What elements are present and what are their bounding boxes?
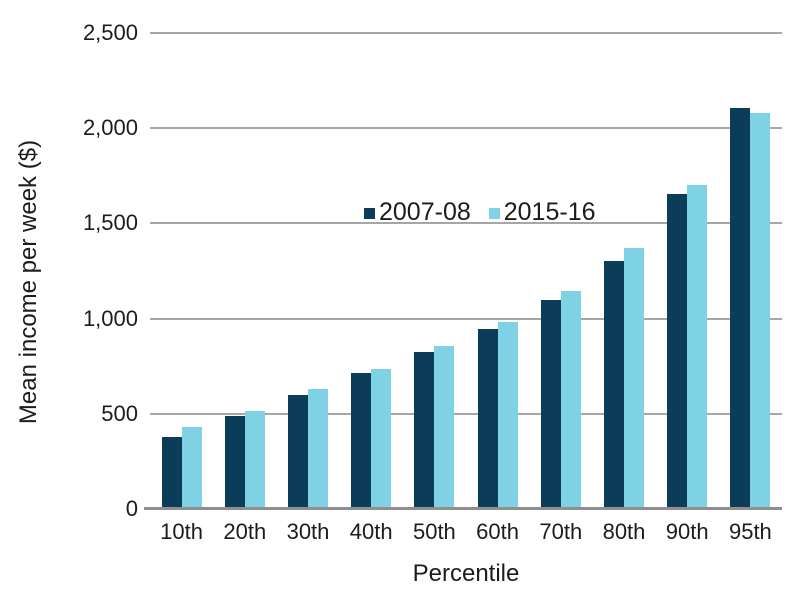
x-tick-label: 40th	[349, 519, 393, 544]
legend-item-2007-08: 2007-08	[364, 198, 471, 227]
gridline	[150, 412, 782, 415]
bar-2007-08-70th	[540, 299, 561, 509]
x-tick-label: 20th	[223, 519, 267, 544]
bar-group-30th	[288, 389, 328, 509]
legend-item-2015-16: 2015-16	[488, 198, 596, 227]
bar-group-40th	[351, 369, 392, 509]
x-tick-label: 50th	[412, 519, 456, 544]
gridline	[150, 317, 782, 320]
x-tick-label: 95th	[728, 519, 772, 544]
plot-area: 2007-08 2015-16	[144, 32, 782, 510]
y-tick-label: 2,000	[82, 115, 138, 141]
y-tick-label: 1,000	[82, 305, 138, 331]
bar-2015-16-20th	[244, 410, 265, 509]
bar-group-60th	[477, 322, 518, 509]
x-tick-label: 90th	[665, 519, 709, 544]
x-axis-title: Percentile	[412, 560, 520, 587]
bar-2015-16-10th	[181, 427, 202, 509]
bar-group-10th	[161, 427, 202, 509]
x-tick-label: 60th	[476, 519, 519, 544]
bar-2015-16-60th	[497, 322, 518, 509]
bar-2007-08-40th	[351, 372, 372, 509]
bar-2015-16-40th	[371, 369, 392, 509]
bar-group-80th	[604, 248, 644, 509]
bar-2007-08-60th	[477, 329, 498, 509]
x-tick-label: 30th	[286, 519, 330, 544]
bar-group-50th	[414, 346, 455, 509]
bar-2007-08-80th	[604, 260, 624, 509]
y-tick-label: 500	[101, 400, 138, 426]
bar-2015-16-30th	[308, 389, 328, 509]
bar-2015-16-95th	[750, 113, 771, 509]
bar-group-20th	[224, 410, 265, 509]
legend-swatch-icon	[488, 208, 500, 219]
gridline	[150, 127, 782, 130]
bar-2015-16-90th	[687, 185, 708, 509]
bar-group-90th	[667, 185, 708, 509]
legend-label: 2015-16	[503, 198, 596, 226]
y-tick-label: 2,500	[82, 20, 138, 45]
x-tick-label: 70th	[539, 519, 583, 544]
legend-label: 2007-08	[379, 198, 471, 226]
bar-group-70th	[540, 291, 581, 509]
bar-2015-16-50th	[434, 346, 455, 509]
bar-group-95th	[730, 108, 771, 509]
bar-2007-08-20th	[224, 415, 245, 509]
x-tick-label: 10th	[160, 519, 203, 544]
legend-swatch-icon	[364, 208, 375, 219]
bar-2007-08-50th	[414, 351, 435, 509]
bar-2007-08-95th	[730, 108, 751, 509]
gridline	[150, 222, 782, 225]
bar-2007-08-10th	[161, 436, 182, 509]
bar-2015-16-80th	[624, 248, 644, 509]
gridline	[150, 32, 782, 34]
x-axis-line	[144, 507, 782, 510]
bar-2007-08-90th	[667, 193, 688, 509]
y-tick-label: 0	[125, 496, 138, 521]
bar-2007-08-30th	[288, 394, 308, 509]
y-tick-label: 1,500	[82, 210, 138, 236]
bar-2015-16-70th	[560, 291, 581, 509]
x-tick-label: 80th	[602, 519, 646, 544]
y-axis-title: Mean income per week ($)	[15, 139, 42, 425]
legend: 2007-08 2015-16	[364, 198, 596, 227]
